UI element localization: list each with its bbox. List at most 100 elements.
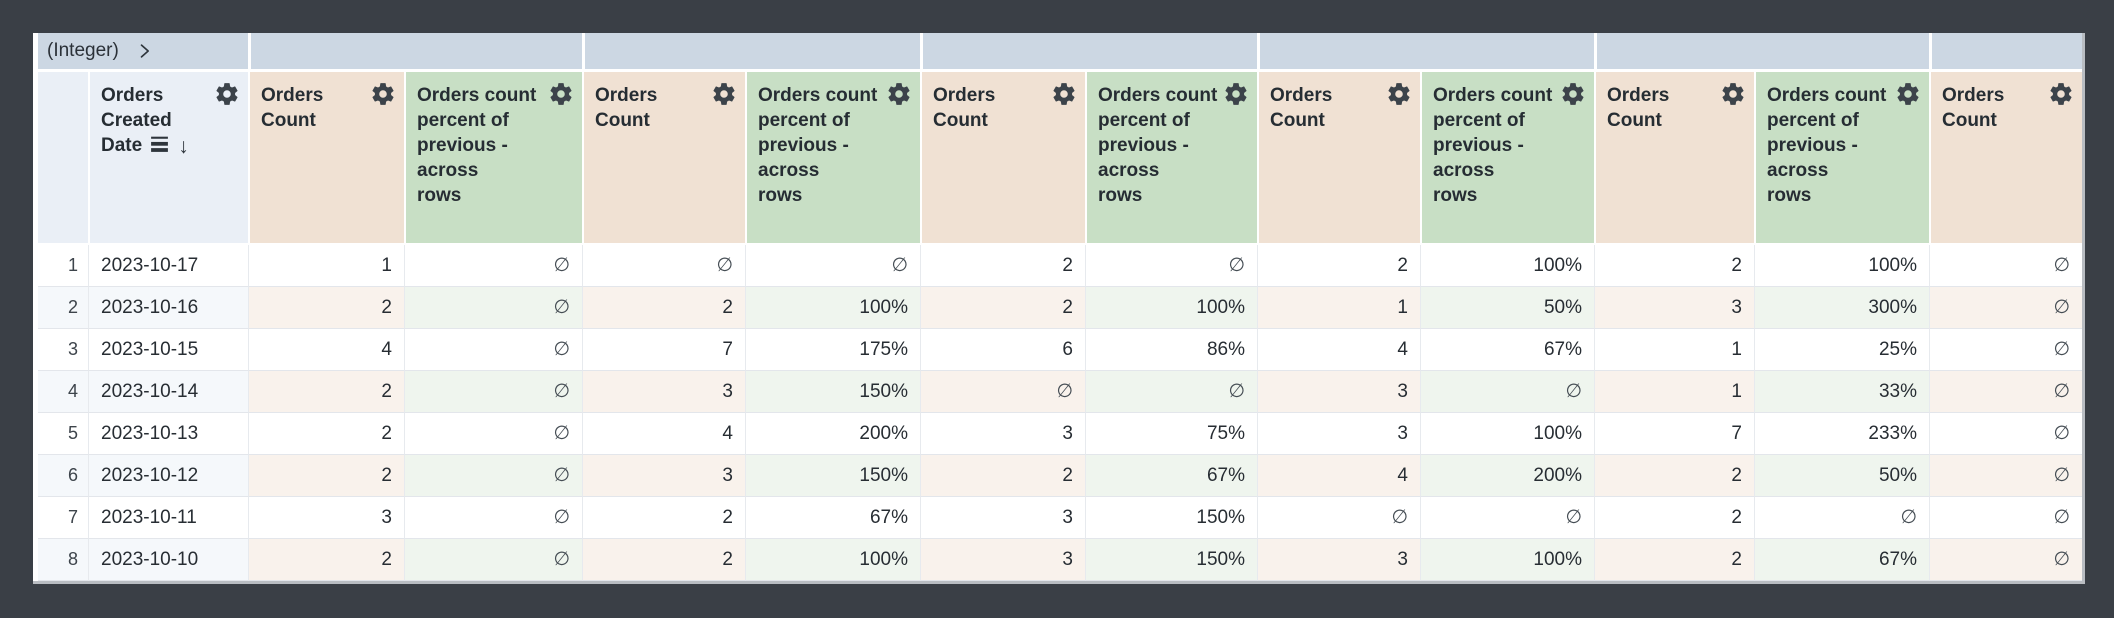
- value-cell[interactable]: 50%: [1754, 455, 1929, 497]
- value-cell[interactable]: ∅: [404, 539, 582, 581]
- value-cell[interactable]: 3: [248, 497, 404, 539]
- column-header-count-9[interactable]: Orders Count: [1594, 72, 1754, 245]
- value-cell[interactable]: 1: [1594, 371, 1754, 413]
- value-cell[interactable]: ∅: [1929, 539, 2082, 581]
- value-cell[interactable]: 67%: [745, 497, 920, 539]
- value-cell[interactable]: 3: [582, 455, 745, 497]
- value-cell[interactable]: 6: [920, 329, 1085, 371]
- value-cell[interactable]: ∅: [1420, 371, 1594, 413]
- value-cell[interactable]: 200%: [745, 413, 920, 455]
- value-cell[interactable]: 3: [1257, 413, 1420, 455]
- date-cell[interactable]: 2023-10-17: [88, 245, 248, 287]
- value-cell[interactable]: 3: [582, 371, 745, 413]
- value-cell[interactable]: 75%: [1085, 413, 1257, 455]
- column-header-count-3[interactable]: Orders Count: [582, 72, 745, 245]
- value-cell[interactable]: 7: [582, 329, 745, 371]
- value-cell[interactable]: ∅: [1929, 455, 2082, 497]
- value-cell[interactable]: 4: [1257, 329, 1420, 371]
- value-cell[interactable]: 2: [1594, 455, 1754, 497]
- gear-icon[interactable]: [1223, 81, 1249, 107]
- value-cell[interactable]: 100%: [1754, 245, 1929, 287]
- value-cell[interactable]: 200%: [1420, 455, 1594, 497]
- value-cell[interactable]: 100%: [1420, 539, 1594, 581]
- value-cell[interactable]: ∅: [1085, 371, 1257, 413]
- value-cell[interactable]: 2: [1594, 539, 1754, 581]
- date-cell[interactable]: 2023-10-13: [88, 413, 248, 455]
- gear-icon[interactable]: [370, 81, 396, 107]
- date-cell[interactable]: 2023-10-12: [88, 455, 248, 497]
- value-cell[interactable]: 2: [582, 287, 745, 329]
- pivot-group-cell-1[interactable]: [248, 33, 582, 72]
- value-cell[interactable]: 1: [248, 245, 404, 287]
- value-cell[interactable]: 233%: [1754, 413, 1929, 455]
- value-cell[interactable]: 2: [248, 539, 404, 581]
- value-cell[interactable]: 3: [1257, 371, 1420, 413]
- value-cell[interactable]: ∅: [1420, 497, 1594, 539]
- value-cell[interactable]: ∅: [404, 371, 582, 413]
- pivot-group-cell-2[interactable]: [582, 33, 920, 72]
- value-cell[interactable]: 2: [920, 287, 1085, 329]
- value-cell[interactable]: ∅: [1929, 287, 2082, 329]
- column-header-percent-6[interactable]: Orders count percent of previous - acros…: [1085, 72, 1257, 245]
- date-cell[interactable]: 2023-10-10: [88, 539, 248, 581]
- value-cell[interactable]: 3: [920, 539, 1085, 581]
- gear-icon[interactable]: [1895, 81, 1921, 107]
- value-cell[interactable]: ∅: [920, 371, 1085, 413]
- value-cell[interactable]: 86%: [1085, 329, 1257, 371]
- value-cell[interactable]: 100%: [1085, 287, 1257, 329]
- gear-icon[interactable]: [1386, 81, 1412, 107]
- column-header-orders-created-date[interactable]: Orders Created Date ↓: [88, 72, 248, 245]
- pivot-group-cell-4[interactable]: [1257, 33, 1594, 72]
- value-cell[interactable]: ∅: [404, 497, 582, 539]
- value-cell[interactable]: 300%: [1754, 287, 1929, 329]
- value-cell[interactable]: 2: [248, 455, 404, 497]
- value-cell[interactable]: 150%: [745, 371, 920, 413]
- column-header-count-7[interactable]: Orders Count: [1257, 72, 1420, 245]
- pivot-group-cell-5[interactable]: [1594, 33, 1929, 72]
- value-cell[interactable]: 2: [1594, 245, 1754, 287]
- column-header-percent-8[interactable]: Orders count percent of previous - acros…: [1420, 72, 1594, 245]
- value-cell[interactable]: 25%: [1754, 329, 1929, 371]
- gear-icon[interactable]: [1051, 81, 1077, 107]
- value-cell[interactable]: 50%: [1420, 287, 1594, 329]
- gear-icon[interactable]: [711, 81, 737, 107]
- date-cell[interactable]: 2023-10-11: [88, 497, 248, 539]
- value-cell[interactable]: 1: [1594, 329, 1754, 371]
- value-cell[interactable]: ∅: [1929, 413, 2082, 455]
- date-cell[interactable]: 2023-10-16: [88, 287, 248, 329]
- chevron-right-icon[interactable]: [134, 41, 154, 61]
- value-cell[interactable]: 150%: [1085, 497, 1257, 539]
- pivot-group-cell-3[interactable]: [920, 33, 1257, 72]
- pivot-field-cell[interactable]: (Integer): [38, 33, 248, 72]
- column-header-count-11[interactable]: Orders Count: [1929, 72, 2082, 245]
- value-cell[interactable]: 3: [920, 497, 1085, 539]
- value-cell[interactable]: 2: [248, 371, 404, 413]
- gear-icon[interactable]: [886, 81, 912, 107]
- gear-icon[interactable]: [2048, 81, 2074, 107]
- value-cell[interactable]: 100%: [1420, 245, 1594, 287]
- column-header-percent-10[interactable]: Orders count percent of previous - acros…: [1754, 72, 1929, 245]
- value-cell[interactable]: ∅: [404, 455, 582, 497]
- value-cell[interactable]: 67%: [1420, 329, 1594, 371]
- value-cell[interactable]: 2: [1594, 497, 1754, 539]
- value-cell[interactable]: 4: [248, 329, 404, 371]
- value-cell[interactable]: ∅: [745, 245, 920, 287]
- value-cell[interactable]: 100%: [1420, 413, 1594, 455]
- value-cell[interactable]: 2: [582, 539, 745, 581]
- value-cell[interactable]: ∅: [404, 287, 582, 329]
- value-cell[interactable]: ∅: [1085, 245, 1257, 287]
- value-cell[interactable]: 150%: [745, 455, 920, 497]
- value-cell[interactable]: 1: [1257, 287, 1420, 329]
- value-cell[interactable]: ∅: [1929, 371, 2082, 413]
- value-cell[interactable]: ∅: [1257, 497, 1420, 539]
- value-cell[interactable]: ∅: [404, 329, 582, 371]
- value-cell[interactable]: 67%: [1085, 455, 1257, 497]
- value-cell[interactable]: ∅: [1929, 245, 2082, 287]
- value-cell[interactable]: 2: [1257, 245, 1420, 287]
- date-cell[interactable]: 2023-10-14: [88, 371, 248, 413]
- value-cell[interactable]: ∅: [1754, 497, 1929, 539]
- column-header-count-1[interactable]: Orders Count: [248, 72, 404, 245]
- value-cell[interactable]: 100%: [745, 539, 920, 581]
- value-cell[interactable]: 2: [920, 245, 1085, 287]
- value-cell[interactable]: 175%: [745, 329, 920, 371]
